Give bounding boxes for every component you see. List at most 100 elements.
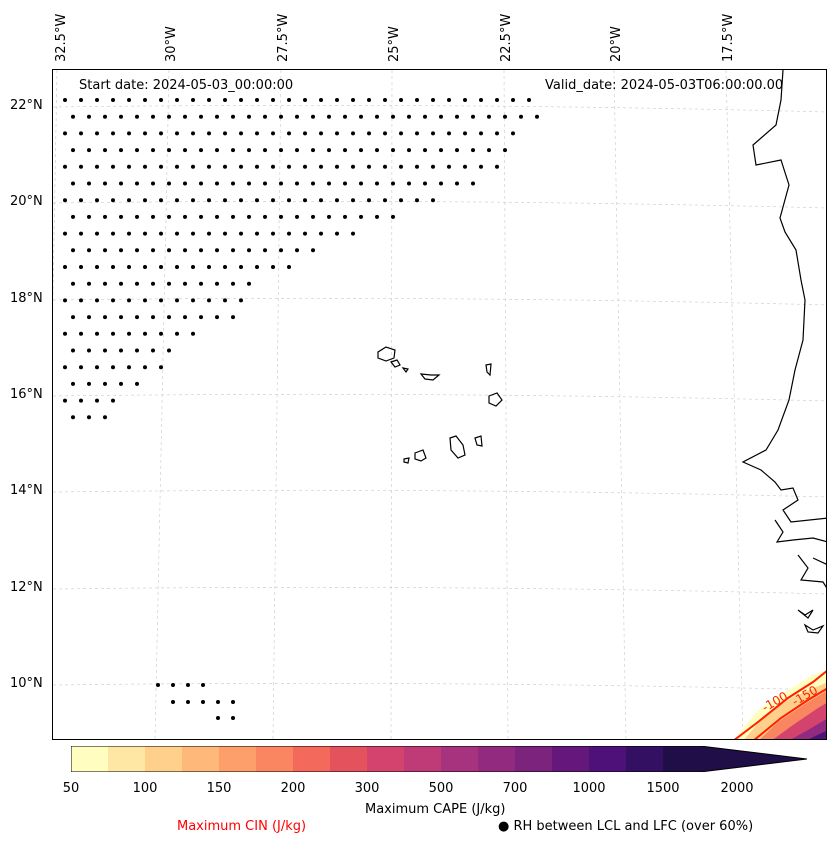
lon-label-17-5w: 17.5°W: [721, 13, 736, 62]
rh-dot: [171, 700, 175, 704]
cape-band-6: [809, 730, 826, 739]
rh-dot: [519, 114, 523, 119]
colorbar-cell: [367, 746, 405, 772]
rh-dot: [199, 315, 203, 320]
rh-dot: [143, 331, 147, 336]
rh-dot: [311, 148, 315, 153]
rh-dot: [479, 164, 483, 169]
rh-dot: [303, 98, 307, 102]
rh-dot: [87, 348, 91, 353]
lat-label-22n: 22°N: [10, 98, 43, 113]
rh-dot: [375, 148, 379, 153]
rh-dot: [455, 114, 459, 119]
rh-dot: [79, 398, 83, 403]
rh-dot: [159, 231, 163, 236]
rh-dot: [87, 381, 91, 386]
fogo: [414, 449, 427, 462]
rh-dot: [63, 164, 67, 169]
rh-dot: [175, 198, 179, 203]
rh-dot: [207, 164, 211, 169]
meridian-32-5w: [53, 70, 58, 314]
rh-dot: [151, 281, 155, 286]
rh-dot: [151, 248, 155, 253]
rh-dot: [487, 114, 491, 119]
rh-dot: [167, 281, 171, 286]
rh-dot: [215, 181, 219, 186]
rh-dot: [223, 298, 227, 303]
rh-dot: [103, 381, 107, 386]
colorbar-cell: [589, 746, 627, 772]
colorbar-cell: [552, 746, 590, 772]
rh-dot: [111, 298, 115, 303]
rh-dot: [391, 114, 395, 119]
colorbar-cell: [108, 746, 146, 772]
colorbar-tick-label: 2000: [720, 781, 754, 796]
rh-dot: [199, 114, 203, 119]
rh-dot: [415, 198, 419, 203]
rh-marker-icon: ●: [498, 819, 510, 834]
rh-dot: [271, 98, 275, 102]
rh-dot: [271, 198, 275, 203]
lat-label-18n: 18°N: [10, 291, 43, 306]
rh-dot: [263, 181, 267, 186]
rh-dot: [167, 348, 171, 353]
rh-dot: [295, 148, 299, 153]
cin-contours: [733, 670, 826, 739]
colorbar-tick-label: 50: [62, 781, 80, 796]
rh-dot: [95, 164, 99, 169]
rh-dot: [231, 315, 235, 320]
rh-dot: [511, 131, 515, 136]
colorbar-title: Maximum CAPE (J/kg): [365, 802, 506, 817]
rh-dot: [151, 148, 155, 153]
rh-dot: [455, 148, 459, 153]
rh-dot: [183, 181, 187, 186]
rh-dot: [223, 131, 227, 136]
rh-dot: [79, 231, 83, 236]
rh-dot: [199, 214, 203, 219]
santo-antao: [377, 346, 396, 362]
rh-dot: [119, 181, 123, 186]
rh-dot: [319, 231, 323, 236]
rh-dot: [71, 415, 75, 420]
rh-dot: [159, 265, 163, 269]
rh-dot: [95, 98, 99, 102]
rh-dot: [119, 281, 123, 286]
rh-dot: [423, 148, 427, 153]
rh-dot: [431, 98, 435, 102]
rh-dot: [343, 181, 347, 186]
rh-dot: [447, 131, 451, 136]
rh-dot: [79, 131, 83, 136]
rh-dot: [111, 398, 115, 403]
rh-dot: [135, 315, 139, 320]
rh-dot: [95, 398, 99, 403]
rh-dot: [391, 181, 395, 186]
rh-dot: [87, 281, 91, 286]
rh-dot: [223, 98, 227, 102]
rh-dot: [463, 164, 467, 169]
meridian-22-5w: [503, 70, 509, 739]
rh-dot: [175, 131, 179, 136]
rh-dot: [215, 148, 219, 153]
rh-dot: [415, 98, 419, 102]
colorbar-tick-label: 700: [502, 781, 528, 796]
rh-dot: [247, 181, 251, 186]
rh-dot: [279, 148, 283, 153]
parallel-12n: [53, 586, 826, 595]
rh-dot: [215, 315, 219, 320]
map-panel[interactable]: -100 -150: [52, 69, 827, 740]
rh-dot: [295, 214, 299, 219]
rh-dot: [343, 114, 347, 119]
lat-label-14n: 14°N: [10, 483, 43, 498]
rh-dot: [143, 231, 147, 236]
rh-dot: [191, 164, 195, 169]
rh-dot: [431, 164, 435, 169]
rh-dot: [471, 181, 475, 186]
cin-contour-inner: [753, 688, 826, 739]
rh-dot: [151, 315, 155, 320]
rh-dot: [271, 131, 275, 136]
rh-dot: [503, 148, 507, 153]
rh-dot: [63, 265, 67, 269]
rh-dot: [359, 148, 363, 153]
rh-dot: [359, 181, 363, 186]
rh-dot: [335, 231, 339, 236]
